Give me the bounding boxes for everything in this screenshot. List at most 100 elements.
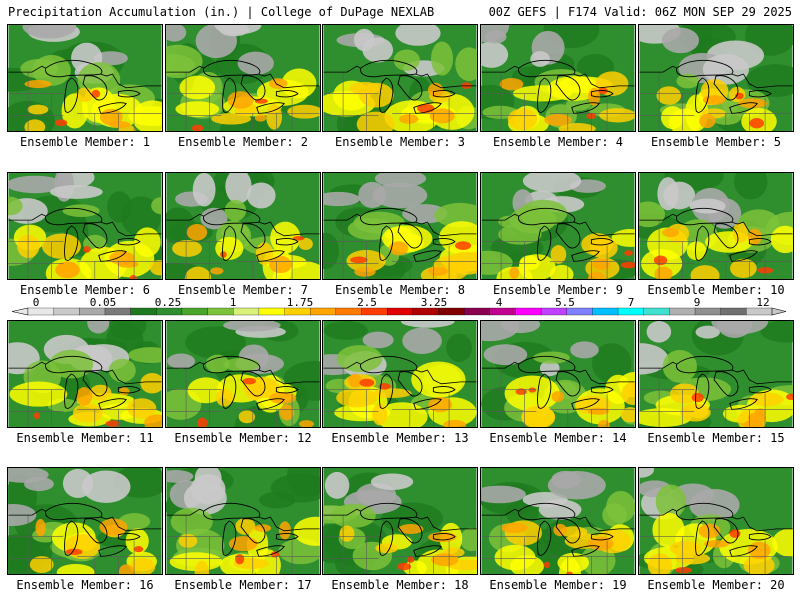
legend-max-arrow bbox=[771, 307, 787, 316]
legend-tick-label: 9 bbox=[694, 296, 701, 309]
legend-color-swatch bbox=[310, 307, 337, 316]
precipitation-map bbox=[480, 172, 636, 280]
legend-color-swatch bbox=[387, 307, 414, 316]
legend-tick-label: 12 bbox=[756, 296, 769, 309]
legend-tick-label: 1 bbox=[230, 296, 237, 309]
precipitation-map bbox=[7, 172, 163, 280]
legend-tick-label: 3.25 bbox=[421, 296, 448, 309]
ensemble-member-panel bbox=[480, 320, 636, 428]
ensemble-member-panel bbox=[165, 320, 321, 428]
precipitation-map bbox=[638, 467, 794, 575]
legend-color-swatch bbox=[233, 307, 260, 316]
ensemble-member-label: Ensemble Member: 14 bbox=[489, 431, 627, 445]
legend-color-swatch bbox=[361, 307, 388, 316]
ensemble-member-panel bbox=[165, 172, 321, 280]
ensemble-member-panel bbox=[480, 24, 636, 132]
legend-color-swatch bbox=[130, 307, 157, 316]
legend-color-swatch bbox=[643, 307, 670, 316]
ensemble-member-label: Ensemble Member: 16 bbox=[16, 578, 154, 592]
ensemble-member-label: Ensemble Member: 3 bbox=[334, 135, 466, 149]
precipitation-map bbox=[165, 24, 321, 132]
legend-color-swatch bbox=[540, 307, 568, 316]
ensemble-member-panel bbox=[322, 320, 478, 428]
precipitation-map bbox=[165, 320, 321, 428]
precipitation-color-scale: 0 0.05 0.25 1 1.75 2.5 3.25 4 5.5 7 9 12 bbox=[11, 296, 787, 316]
legend-color-swatch bbox=[207, 307, 234, 316]
precipitation-map bbox=[480, 24, 636, 132]
legend-tick-label: 0 bbox=[33, 296, 40, 309]
precipitation-map bbox=[7, 467, 163, 575]
ensemble-member-panel bbox=[165, 24, 321, 132]
legend-color-swatch bbox=[617, 307, 645, 316]
legend-color-swatch bbox=[566, 307, 593, 316]
ensemble-member-label: Ensemble Member: 12 bbox=[174, 431, 312, 445]
legend-color-swatch bbox=[463, 307, 491, 316]
legend-color-swatch bbox=[669, 307, 696, 316]
ensemble-member-panel bbox=[638, 320, 794, 428]
ensemble-member-panel bbox=[165, 467, 321, 575]
ensemble-member-label: Ensemble Member: 15 bbox=[647, 431, 785, 445]
legend-color-swatch bbox=[489, 307, 516, 316]
legend-color-swatch bbox=[515, 307, 542, 316]
legend-tick-label: 7 bbox=[628, 296, 635, 309]
precipitation-map bbox=[7, 320, 163, 428]
ensemble-member-label: Ensemble Member: 10 bbox=[647, 283, 785, 297]
legend-tick-label: 0.25 bbox=[155, 296, 182, 309]
ensemble-member-panel bbox=[480, 172, 636, 280]
ensemble-member-label: Ensemble Member: 2 bbox=[177, 135, 309, 149]
run-info: 00Z GEFS | F174 Valid: 06Z MON SEP 29 20… bbox=[488, 5, 792, 19]
precipitation-map bbox=[7, 24, 163, 132]
ensemble-member-label: Ensemble Member: 6 bbox=[19, 283, 151, 297]
ensemble-member-panel bbox=[7, 467, 163, 575]
precipitation-map bbox=[322, 467, 478, 575]
legend-color-swatch bbox=[746, 307, 773, 316]
precipitation-map bbox=[322, 24, 478, 132]
legend-color-swatch bbox=[592, 307, 619, 316]
legend-color-swatch bbox=[438, 307, 465, 316]
ensemble-member-panel bbox=[322, 24, 478, 132]
legend-color-swatch bbox=[412, 307, 439, 316]
ensemble-member-label: Ensemble Member: 20 bbox=[647, 578, 785, 592]
legend-color-swatch bbox=[258, 307, 286, 316]
ensemble-member-panel bbox=[322, 172, 478, 280]
ensemble-member-label: Ensemble Member: 1 bbox=[19, 135, 151, 149]
legend-tick-label: 4 bbox=[496, 296, 503, 309]
legend-color-swatch bbox=[284, 307, 311, 316]
precipitation-map bbox=[165, 467, 321, 575]
legend-color-swatch bbox=[27, 307, 55, 316]
ensemble-member-label: Ensemble Member: 11 bbox=[16, 431, 154, 445]
precipitation-map bbox=[322, 172, 478, 280]
ensemble-member-panel bbox=[322, 467, 478, 575]
ensemble-member-label: Ensemble Member: 19 bbox=[489, 578, 627, 592]
legend-color-swatch bbox=[156, 307, 183, 316]
ensemble-member-label: Ensemble Member: 5 bbox=[650, 135, 782, 149]
precipitation-map bbox=[165, 172, 321, 280]
legend-color-swatch bbox=[181, 307, 209, 316]
legend-color-swatch bbox=[104, 307, 132, 316]
ensemble-member-label: Ensemble Member: 13 bbox=[331, 431, 469, 445]
precipitation-map bbox=[638, 24, 794, 132]
ensemble-member-label: Ensemble Member: 8 bbox=[334, 283, 466, 297]
legend-color-swatch bbox=[694, 307, 722, 316]
legend-tick-label: 5.5 bbox=[555, 296, 575, 309]
ensemble-member-label: Ensemble Member: 4 bbox=[492, 135, 624, 149]
ensemble-member-label: Ensemble Member: 18 bbox=[331, 578, 469, 592]
ensemble-member-panel bbox=[7, 320, 163, 428]
precipitation-map bbox=[480, 467, 636, 575]
ensemble-member-panel bbox=[638, 172, 794, 280]
ensemble-member-label: Ensemble Member: 7 bbox=[177, 283, 309, 297]
precipitation-map bbox=[638, 172, 794, 280]
legend-tick-label: 0.05 bbox=[90, 296, 117, 309]
precipitation-map bbox=[322, 320, 478, 428]
ensemble-member-panel bbox=[638, 467, 794, 575]
ensemble-member-panel bbox=[480, 467, 636, 575]
ensemble-member-label: Ensemble Member: 17 bbox=[174, 578, 312, 592]
legend-color-swatch bbox=[335, 307, 362, 316]
legend-color-swatch bbox=[720, 307, 747, 316]
page-title: Precipitation Accumulation (in.) | Colle… bbox=[8, 5, 435, 19]
legend-min-arrow bbox=[11, 307, 29, 316]
legend-tick-label: 1.75 bbox=[287, 296, 314, 309]
precipitation-map bbox=[480, 320, 636, 428]
ensemble-member-panel bbox=[7, 24, 163, 132]
legend-tick-label: 2.5 bbox=[357, 296, 377, 309]
